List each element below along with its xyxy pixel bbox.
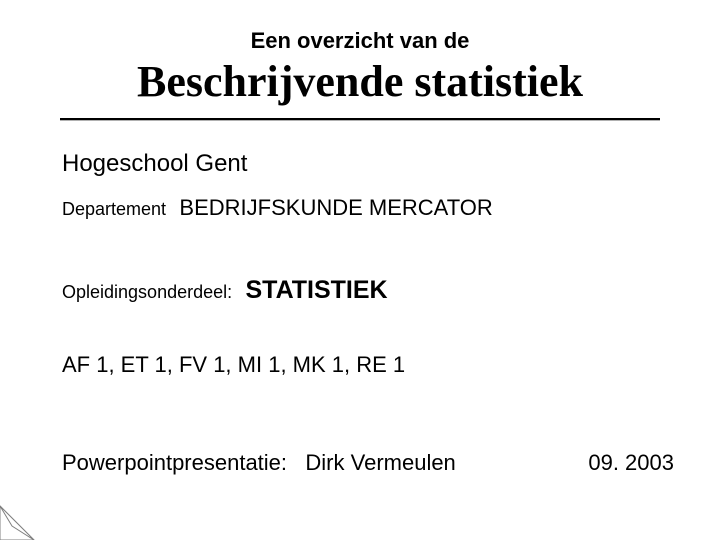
- department-label: Departement: [62, 199, 166, 219]
- author-line: Powerpointpresentatie: Dirk Vermeulen: [62, 450, 456, 476]
- title-divider: [60, 118, 660, 120]
- department-name: BEDRIJFSKUNDE MERCATOR: [179, 195, 492, 220]
- course-line: Opleidingsonderdeel: STATISTIEK: [62, 276, 388, 305]
- date-text: 09. 2003: [588, 450, 674, 476]
- course-name: STATISTIEK: [245, 276, 387, 304]
- department-line: Departement BEDRIJFSKUNDE MERCATOR: [62, 195, 493, 221]
- title-eyebrow: Een overzicht van de: [0, 28, 720, 54]
- course-label: Opleidingsonderdeel:: [62, 282, 232, 302]
- slide: Een overzicht van de Beschrijvende stati…: [0, 0, 720, 540]
- school-name: Hogeschool Gent: [62, 150, 247, 178]
- author-name: Dirk Vermeulen: [305, 450, 455, 475]
- page-curl-icon: [0, 498, 42, 540]
- group-codes: AF 1, ET 1, FV 1, MI 1, MK 1, RE 1: [62, 352, 405, 378]
- author-label: Powerpointpresentatie:: [62, 450, 287, 475]
- slide-title: Beschrijvende statistiek: [0, 56, 720, 107]
